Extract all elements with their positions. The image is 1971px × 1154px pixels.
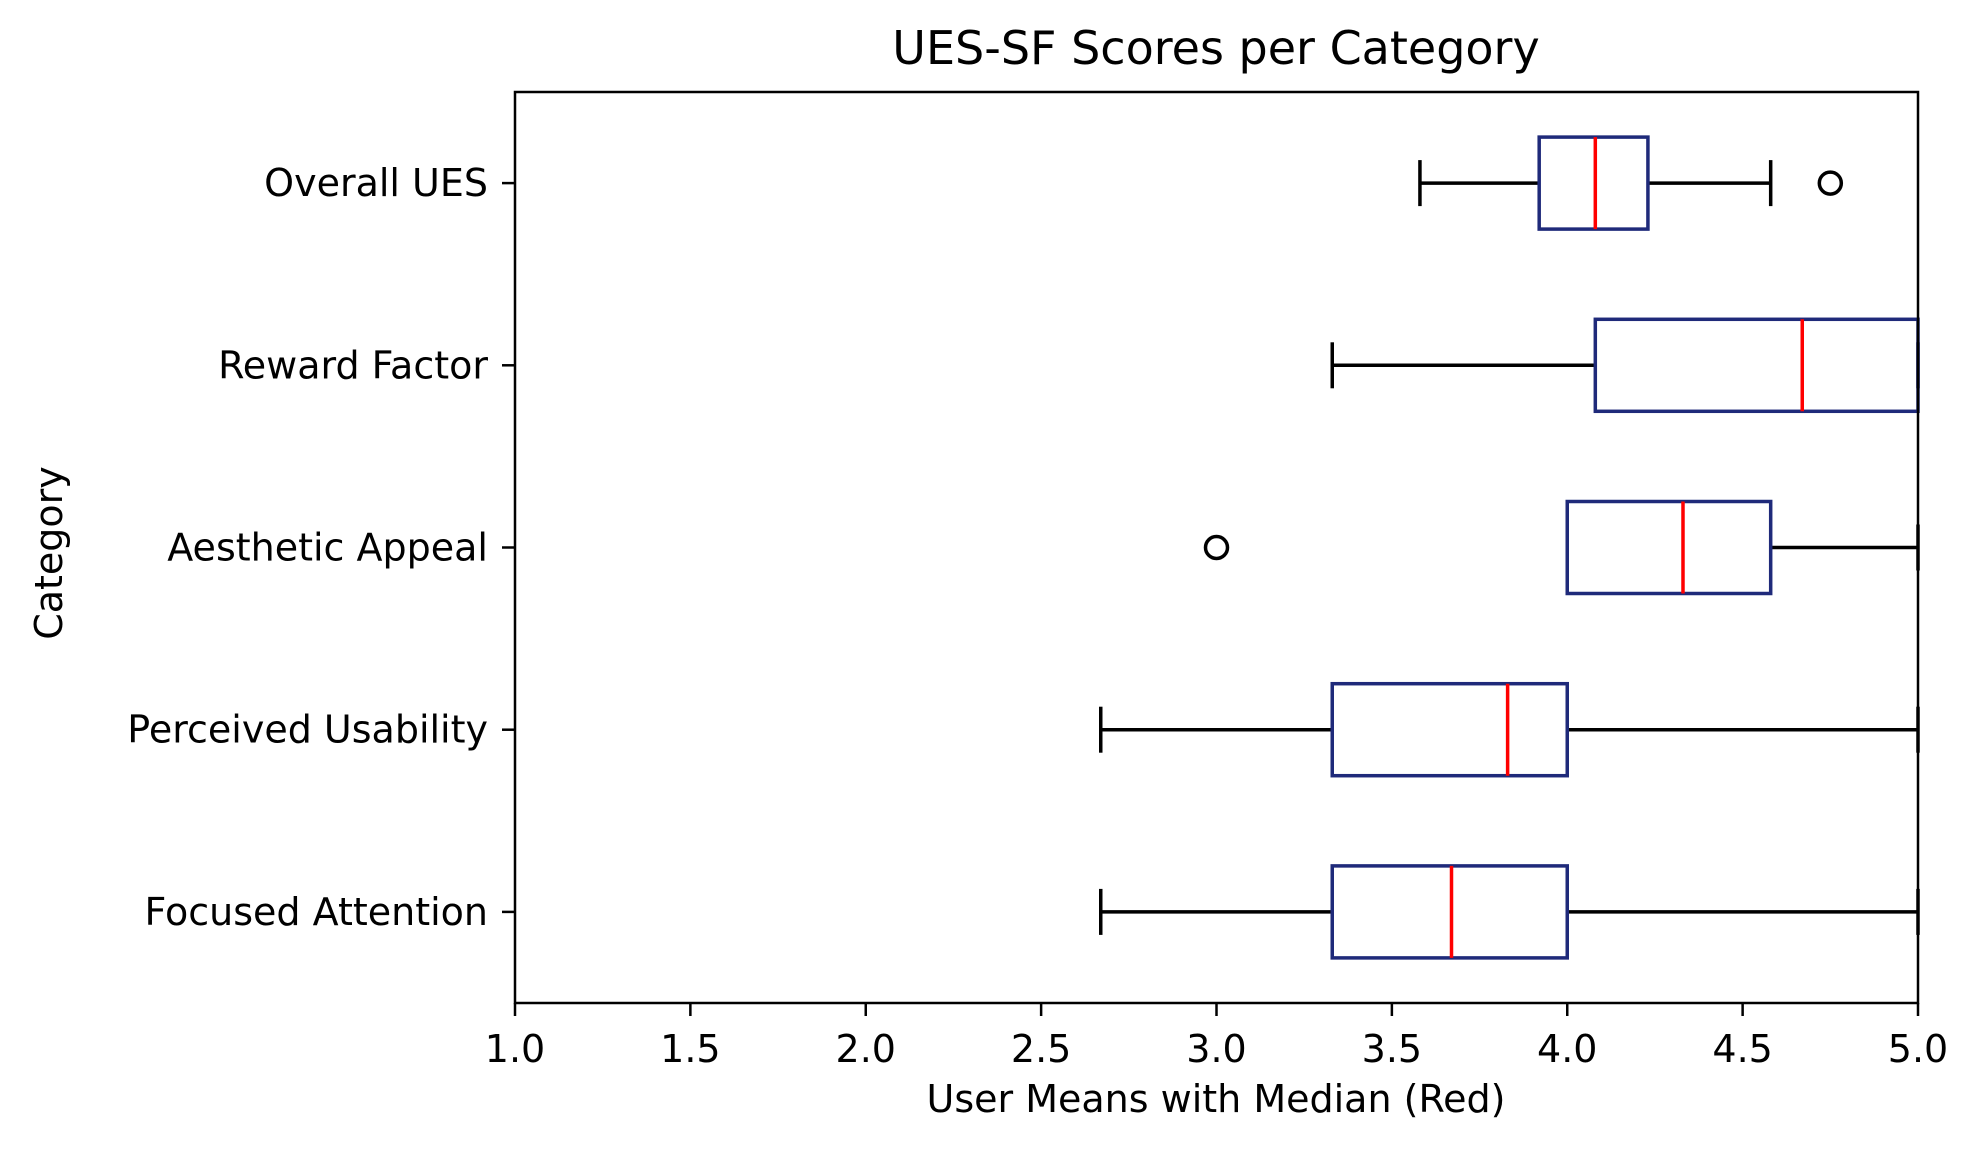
box-reward-factor: [1593, 317, 1920, 414]
chart-title: UES-SF Scores per Category: [892, 21, 1539, 75]
category-label-overall-ues: Overall UES: [264, 161, 488, 205]
box-aesthetic-appeal: [1565, 499, 1773, 596]
x-tick-label-7: 4.5: [1712, 1027, 1772, 1071]
flier-aesthetic-appeal-0: [1203, 534, 1230, 561]
box-perceived-usability: [1330, 681, 1570, 778]
flier-overall-ues-0: [1817, 170, 1844, 196]
box-focused-attention: [1330, 864, 1570, 960]
x-tick-label-8: 5.0: [1888, 1027, 1948, 1071]
plot-area: 1.0 1.5 2.0 2.5 3.0 3.5 4.0 4.5 5.0 Overall UES Re…: [127, 90, 1948, 1071]
x-tick-label-4: 3.0: [1186, 1027, 1246, 1071]
x-tick-label-1: 1.5: [660, 1027, 720, 1071]
x-tick-label-6: 4.0: [1537, 1027, 1597, 1071]
category-label-perceived-usability: Perceived Usability: [127, 708, 488, 752]
x-tick-label-0: 1.0: [485, 1027, 545, 1071]
y-axis-label: Category: [27, 466, 71, 640]
x-tick-label-2: 2.0: [836, 1027, 896, 1071]
category-label-focused-attention: Focused Attention: [145, 890, 488, 934]
x-tick-label-5: 3.5: [1362, 1027, 1422, 1071]
x-axis-label: User Means with Median (Red): [927, 1077, 1506, 1121]
plot-frame: [513, 90, 1920, 1005]
category-label-aesthetic-appeal: Aesthetic Appeal: [167, 526, 488, 570]
category-label-reward-factor: Reward Factor: [218, 343, 488, 387]
box-overall-ues: [1537, 135, 1650, 231]
x-tick-label-3: 2.5: [1011, 1027, 1071, 1071]
